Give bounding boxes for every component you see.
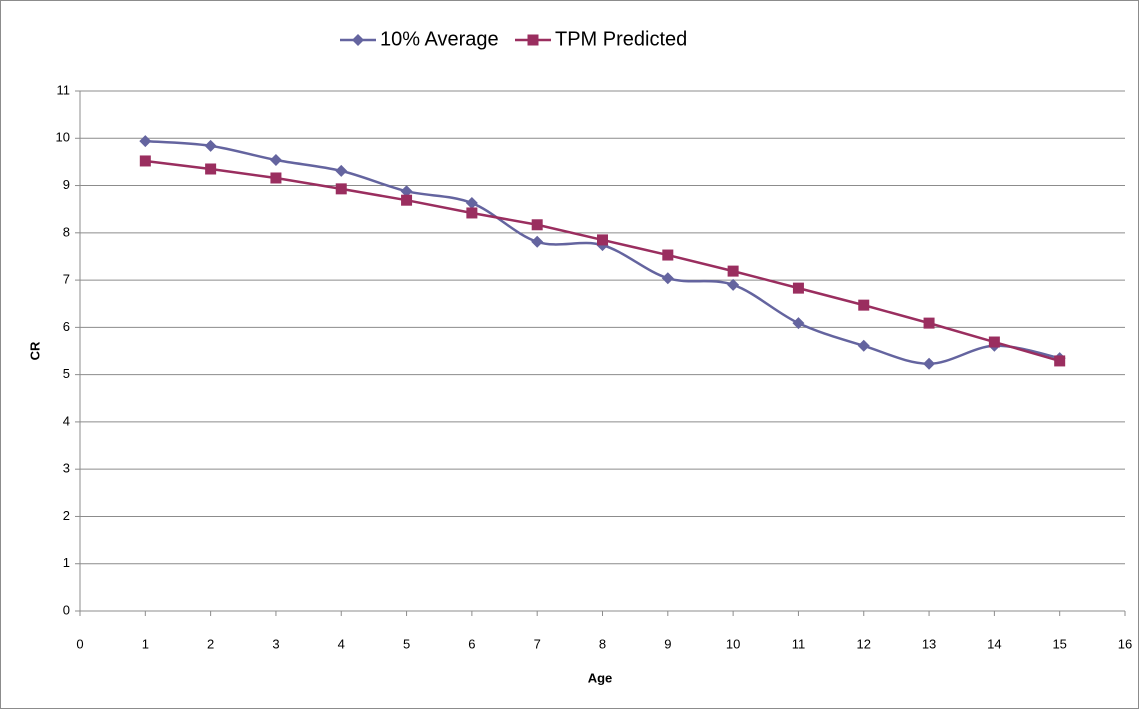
data-point bbox=[923, 357, 936, 370]
x-axis-title: Age bbox=[588, 670, 613, 685]
data-point bbox=[858, 299, 870, 311]
data-point bbox=[727, 278, 740, 291]
y-tick-label: 11 bbox=[57, 82, 71, 97]
x-tick-label: 5 bbox=[403, 636, 410, 651]
x-tick-label: 14 bbox=[987, 636, 1001, 651]
data-point bbox=[205, 163, 217, 175]
x-tick-label: 2 bbox=[207, 636, 214, 651]
data-point bbox=[270, 172, 282, 184]
x-tick-label: 10 bbox=[726, 636, 740, 651]
data-point bbox=[661, 272, 674, 285]
data-point bbox=[857, 339, 870, 352]
legend-label: TPM Predicted bbox=[555, 28, 687, 50]
data-point bbox=[988, 336, 1000, 348]
y-tick-label: 2 bbox=[63, 508, 70, 523]
x-tick-label: 8 bbox=[599, 636, 606, 651]
data-point bbox=[923, 317, 935, 329]
legend-marker bbox=[527, 34, 539, 46]
y-tick-label: 6 bbox=[63, 319, 70, 334]
data-point bbox=[792, 317, 805, 330]
x-tick-label: 3 bbox=[272, 636, 279, 651]
data-point bbox=[792, 282, 804, 294]
legend-label: 10% Average bbox=[380, 28, 499, 50]
data-point bbox=[466, 207, 478, 219]
y-tick-label: 5 bbox=[63, 366, 70, 381]
x-tick-label: 15 bbox=[1052, 636, 1066, 651]
data-point bbox=[335, 183, 347, 195]
y-tick-label: 7 bbox=[63, 272, 70, 287]
data-point bbox=[400, 185, 413, 198]
x-tick-label: 12 bbox=[857, 636, 871, 651]
x-tick-label: 9 bbox=[664, 636, 671, 651]
x-tick-label: 0 bbox=[76, 636, 83, 651]
legend-marker bbox=[352, 34, 364, 46]
data-point bbox=[269, 154, 282, 167]
y-tick-label: 8 bbox=[63, 224, 70, 239]
x-tick-label: 7 bbox=[534, 636, 541, 651]
y-tick-label: 3 bbox=[63, 461, 70, 476]
y-tick-label: 0 bbox=[63, 602, 70, 617]
data-point bbox=[204, 139, 217, 152]
y-tick-label: 1 bbox=[63, 555, 70, 570]
x-tick-label: 1 bbox=[142, 636, 149, 651]
data-point bbox=[531, 235, 544, 248]
y-tick-label: 9 bbox=[63, 177, 70, 192]
y-axis-title: CR bbox=[27, 341, 42, 360]
data-point bbox=[139, 135, 152, 148]
data-point bbox=[662, 249, 674, 261]
x-tick-label: 11 bbox=[792, 636, 806, 651]
data-point bbox=[727, 265, 739, 277]
y-tick-label: 10 bbox=[56, 130, 70, 145]
data-point bbox=[531, 219, 543, 231]
data-point bbox=[597, 234, 608, 246]
x-tick-label: 4 bbox=[338, 636, 345, 651]
data-point bbox=[401, 194, 413, 206]
x-tick-label: 16 bbox=[1118, 636, 1132, 651]
data-point bbox=[465, 197, 478, 210]
x-tick-label: 6 bbox=[468, 636, 475, 651]
y-tick-label: 4 bbox=[63, 413, 70, 428]
x-tick-label: 13 bbox=[922, 636, 936, 651]
data-point bbox=[335, 164, 348, 177]
data-point bbox=[139, 155, 151, 167]
data-point bbox=[1054, 355, 1066, 367]
